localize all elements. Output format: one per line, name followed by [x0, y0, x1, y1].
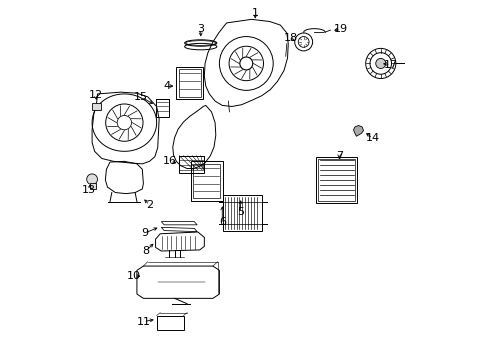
Bar [316, 157, 357, 203]
Text: 15: 15 [134, 92, 148, 102]
Text: 5: 5 [236, 207, 243, 217]
Text: 2: 2 [145, 200, 153, 210]
Circle shape [86, 174, 97, 185]
Bar [89, 183, 96, 189]
Bar [318, 159, 355, 201]
Text: 9: 9 [141, 228, 148, 238]
Text: 19: 19 [333, 24, 347, 34]
Bar [178, 69, 201, 97]
Text: 18: 18 [283, 33, 297, 43]
Bar [155, 99, 169, 117]
Text: 7: 7 [335, 150, 342, 161]
Text: 3: 3 [197, 24, 204, 34]
Bar [176, 67, 203, 99]
Bar [190, 161, 223, 201]
Text: 16: 16 [163, 156, 177, 166]
Text: 4: 4 [163, 81, 171, 91]
Text: 14: 14 [365, 133, 379, 143]
Bar [223, 195, 262, 231]
Circle shape [375, 58, 385, 68]
Text: 1: 1 [251, 8, 258, 18]
Text: 13: 13 [81, 185, 95, 195]
Text: 11: 11 [136, 317, 150, 327]
Text: 8: 8 [142, 246, 149, 256]
Bar [193, 164, 220, 198]
Bar [179, 156, 204, 173]
Text: 17: 17 [383, 59, 397, 69]
Bar [156, 316, 183, 330]
Text: 10: 10 [127, 271, 141, 281]
Polygon shape [353, 126, 363, 136]
Text: 12: 12 [88, 90, 102, 100]
Bar [92, 103, 101, 110]
Text: 6: 6 [218, 217, 225, 227]
